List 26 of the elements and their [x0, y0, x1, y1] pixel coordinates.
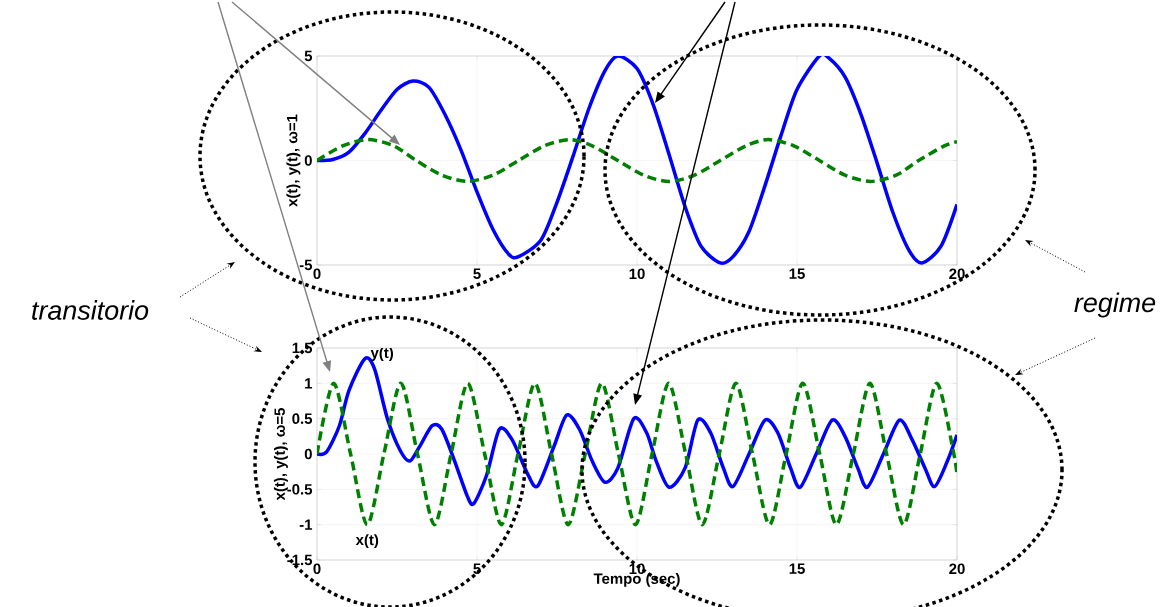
x-tick-label: 10 — [629, 268, 645, 280]
annotation: x(t) — [355, 534, 379, 549]
x-tick-label: 15 — [789, 563, 805, 574]
y-tick-label: 5 — [304, 50, 313, 62]
x-tick-label: 0 — [313, 563, 321, 575]
y-tick-label: -0.5 — [287, 484, 313, 495]
text: transitorio — [32, 300, 149, 320]
x-tick-label: 0 — [313, 268, 321, 280]
x-tick-label: 5 — [473, 268, 481, 279]
y-tick-label: 0 — [304, 448, 312, 460]
line-series — [317, 56, 958, 265]
y-tick-label: -1 — [299, 519, 313, 530]
y-axis-title: x(t), y(t), ω=1 — [286, 114, 301, 207]
text: regime — [1074, 292, 1156, 318]
x-tick-label: 15 — [789, 268, 805, 279]
y-tick-label: -1.5 — [287, 554, 313, 566]
x-tick-label: 20 — [949, 268, 965, 280]
line-series — [317, 381, 958, 527]
line-series — [317, 137, 958, 184]
y-tick-label: 0.5 — [292, 413, 313, 424]
y-tick-label: -5 — [299, 259, 313, 271]
y-tick-label: 1 — [305, 378, 313, 389]
annotation: y(t) — [370, 347, 394, 362]
y-axis-title: x(t), y(t), ω=5 — [273, 408, 288, 501]
y-tick-label: 0 — [304, 155, 312, 166]
x-tick-label: 20 — [949, 563, 965, 575]
